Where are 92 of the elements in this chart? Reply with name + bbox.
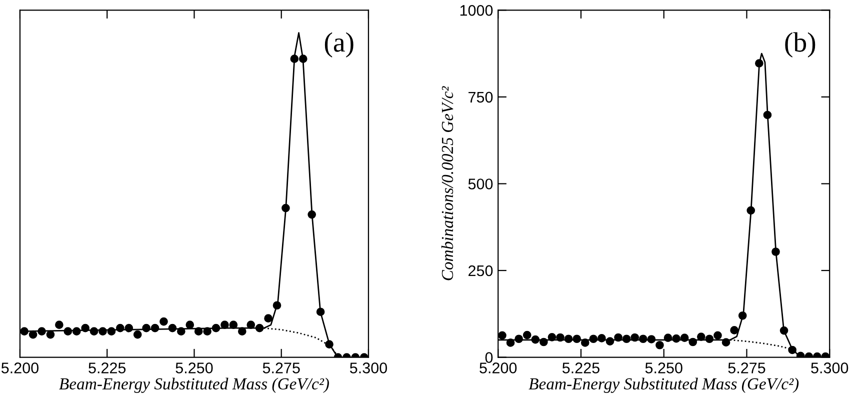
- point: [622, 334, 631, 344]
- point: [705, 334, 714, 344]
- point: [696, 332, 706, 341]
- x-tick-label: 5.275: [262, 362, 300, 374]
- point: [90, 327, 98, 336]
- point: [212, 324, 220, 332]
- point: [548, 332, 556, 342]
- y-tick-label: 1000: [460, 5, 493, 16]
- y-tick-label: 0: [485, 352, 493, 363]
- point: [531, 335, 540, 344]
- point: [229, 320, 238, 330]
- point: [606, 337, 614, 346]
- point: [28, 330, 38, 339]
- point: [746, 206, 756, 215]
- point: [168, 324, 177, 332]
- x-tick-label: 5.200: [480, 362, 517, 374]
- point: [142, 324, 150, 332]
- point: [788, 346, 796, 354]
- point: [160, 317, 168, 326]
- x-axis-title: Beam-Energy Substituted Mass (GeV/c²): [59, 378, 329, 393]
- x-tick-label: 5.225: [562, 362, 600, 374]
- point: [194, 327, 203, 336]
- point: [81, 324, 90, 332]
- x-tick-label: 5.250: [176, 362, 213, 374]
- point: [514, 334, 523, 344]
- x-tick-label: 5.300: [811, 362, 848, 374]
- y-tick-label: 750: [468, 92, 493, 103]
- y-tick-label: 500: [468, 178, 493, 190]
- y-axis-title: Combinations/0.0025 GeV/c²: [441, 86, 454, 280]
- point: [763, 110, 772, 120]
- point: [282, 204, 290, 212]
- point: [255, 324, 264, 332]
- point: [598, 334, 606, 342]
- point: [290, 54, 299, 63]
- point: [656, 340, 664, 350]
- point: [630, 333, 640, 342]
- point: [722, 338, 730, 347]
- point: [20, 327, 28, 336]
- point: [564, 334, 573, 344]
- point: [772, 248, 780, 256]
- point: [150, 324, 160, 332]
- x-tick-label: 5.300: [350, 362, 387, 374]
- point: [46, 330, 55, 339]
- point: [38, 327, 46, 336]
- point: [647, 335, 656, 344]
- point: [688, 338, 698, 346]
- point: [638, 334, 648, 344]
- point: [124, 324, 134, 332]
- point: [72, 327, 81, 336]
- point: [325, 340, 334, 348]
- x-tick-label: 5.250: [645, 362, 682, 374]
- point: [238, 327, 246, 336]
- point: [220, 320, 229, 330]
- point: [572, 334, 581, 344]
- point: [730, 326, 738, 334]
- annotation: (b): [785, 32, 816, 58]
- point: [98, 327, 107, 336]
- point: [522, 330, 532, 340]
- point: [264, 314, 272, 323]
- x-axis-title: Beam-Energy Substituted Mass (GeV/c²): [528, 378, 799, 393]
- point: [580, 338, 590, 347]
- point: [754, 59, 764, 68]
- annotation: (a): [324, 32, 354, 58]
- x-tick-label: 5.275: [728, 362, 766, 374]
- point: [246, 320, 256, 330]
- point: [116, 324, 124, 332]
- point: [556, 333, 564, 342]
- point: [308, 210, 316, 219]
- point: [540, 338, 548, 346]
- point: [664, 334, 672, 342]
- point: [316, 308, 325, 316]
- point: [272, 301, 282, 310]
- point: [614, 333, 622, 342]
- point: [672, 334, 680, 343]
- point: [55, 320, 64, 330]
- point: [133, 330, 142, 339]
- point: [589, 334, 598, 344]
- point: [780, 326, 788, 335]
- point: [203, 327, 212, 336]
- point: [298, 54, 308, 63]
- point: [738, 311, 747, 320]
- y-tick-label: 250: [468, 265, 493, 276]
- point: [680, 334, 689, 342]
- point: [176, 327, 186, 336]
- x-tick-label: 5.200: [1, 362, 38, 374]
- x-tick-label: 5.225: [88, 362, 126, 374]
- point: [186, 320, 194, 330]
- point: [64, 327, 72, 336]
- point: [506, 338, 515, 347]
- point: [107, 327, 116, 336]
- point: [498, 331, 506, 340]
- point: [714, 331, 722, 340]
